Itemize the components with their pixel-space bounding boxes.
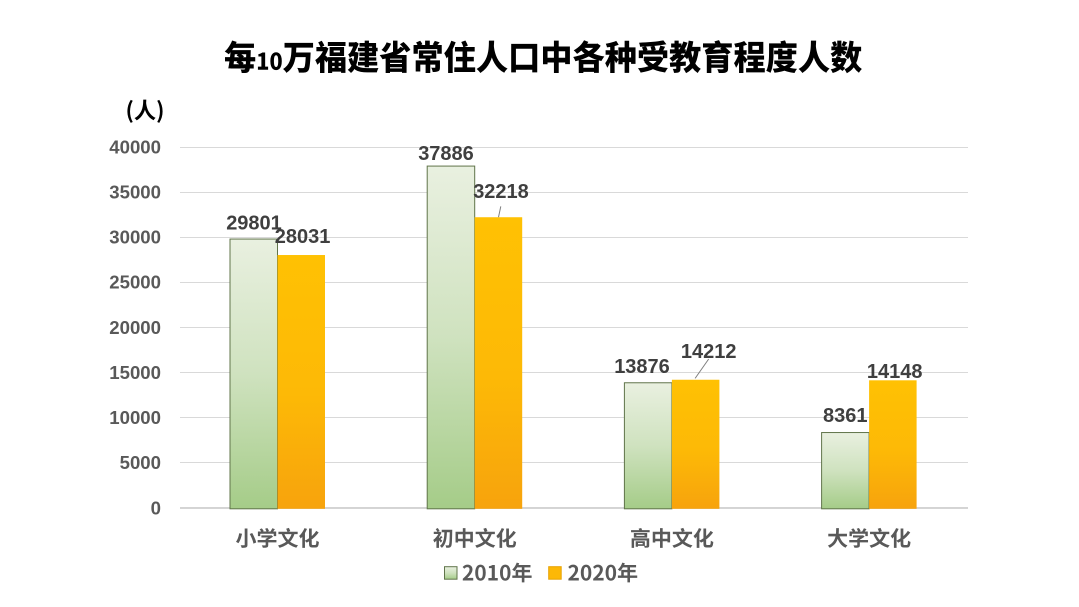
svg-text:20000: 20000 [109,317,161,338]
svg-text:0: 0 [151,497,161,518]
svg-text:37886: 37886 [418,143,474,165]
svg-text:8361: 8361 [823,405,868,427]
svg-text:28031: 28031 [275,226,331,248]
svg-text:29801: 29801 [226,212,282,234]
svg-text:14212: 14212 [681,341,737,363]
svg-text:14148: 14148 [867,361,923,383]
svg-text:15000: 15000 [109,362,161,383]
svg-text:10000: 10000 [109,407,161,428]
svg-text:30000: 30000 [109,227,161,248]
svg-text:5000: 5000 [120,452,161,473]
svg-text:25000: 25000 [109,272,161,293]
svg-text:32218: 32218 [473,181,529,203]
svg-text:40000: 40000 [109,136,161,157]
svg-text:35000: 35000 [109,181,161,202]
svg-text:13876: 13876 [614,356,670,378]
